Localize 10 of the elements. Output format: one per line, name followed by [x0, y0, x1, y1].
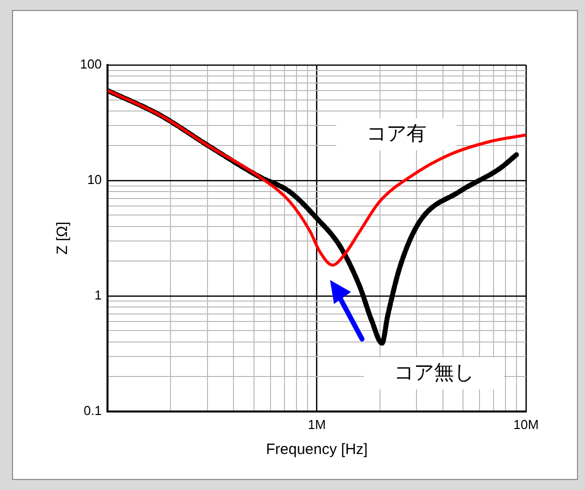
y-axis-title: Z [Ω]: [54, 222, 72, 255]
y-tick-label: 100: [80, 56, 102, 72]
x-axis-title: Frequency [Hz]: [266, 441, 368, 458]
y-tick-label: 1: [94, 288, 102, 303]
y-tick-label: 0.1: [84, 402, 102, 418]
series-label: コア有: [366, 122, 426, 145]
y-tick-label: 10: [87, 172, 102, 188]
x-tick-label: 1M: [308, 416, 326, 432]
x-tick-label: 10M: [513, 416, 539, 432]
series-label: コア無し: [394, 362, 474, 384]
